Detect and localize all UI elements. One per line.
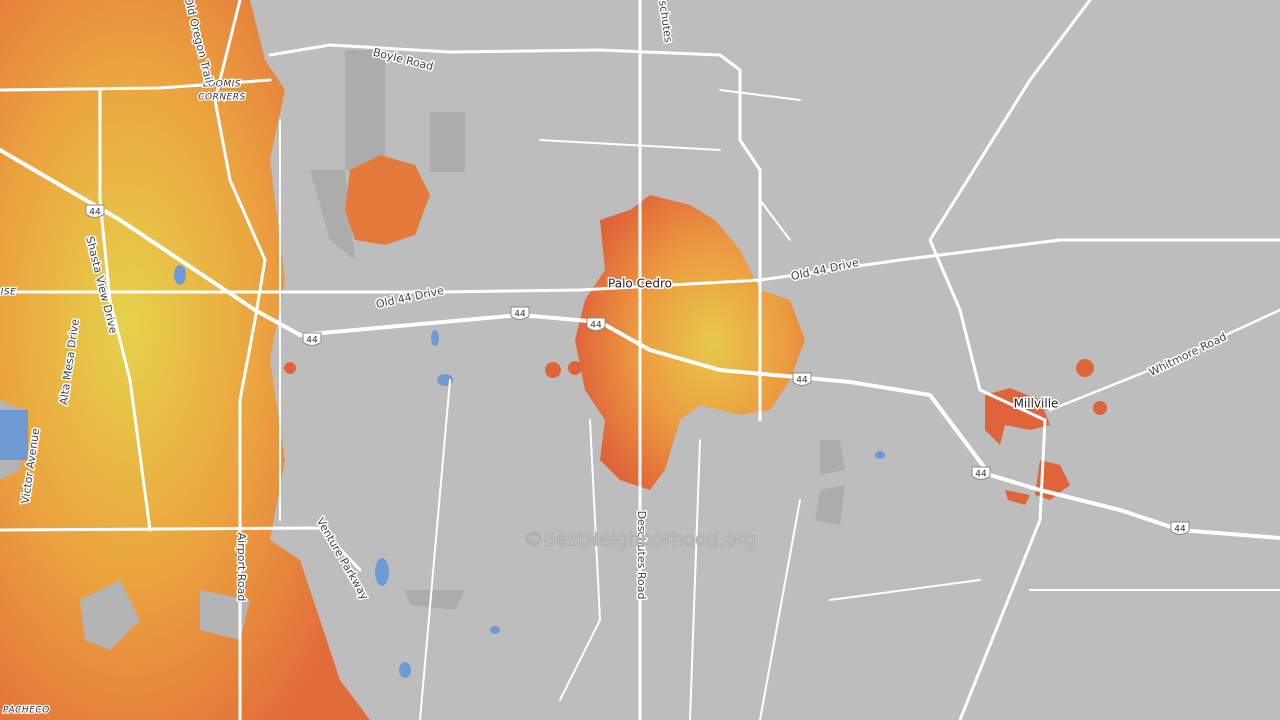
- water: [0, 265, 885, 678]
- place-label: PACHECO: [3, 706, 50, 716]
- route-shield-label: 44: [975, 470, 987, 480]
- route-shield: [586, 317, 606, 331]
- route-shields: 44 44 44 44 44 44 44: [85, 204, 1190, 535]
- place-label[interactable]: Palo Cedro: [607, 275, 674, 292]
- road-label: Airport Road: [235, 533, 248, 602]
- route-shield-label: 44: [796, 376, 808, 386]
- heat-areas: [0, 0, 1107, 720]
- route-shield-label: 44: [514, 310, 526, 320]
- route-shield: [971, 466, 991, 480]
- route-shield-label: 44: [89, 208, 101, 218]
- route-shield: [302, 332, 322, 346]
- place-label: CORNERS: [198, 93, 246, 103]
- watermark: ©BestNeighborhood.org: [524, 529, 756, 551]
- route-shield: [1170, 521, 1190, 535]
- route-shield: [792, 372, 812, 386]
- place-label: LOOMIS: [203, 80, 241, 90]
- land-patches: [310, 50, 845, 610]
- route-shield-label: 44: [1174, 525, 1186, 535]
- place-label: RISE: [0, 288, 16, 298]
- route-shield: [510, 306, 530, 320]
- route-shield-label: 44: [306, 336, 318, 346]
- route-shield-label: 44: [590, 321, 602, 331]
- place-label[interactable]: Millville: [1012, 395, 1060, 412]
- road-label: Deschutes Road: [635, 511, 648, 600]
- route-shield: [85, 204, 105, 218]
